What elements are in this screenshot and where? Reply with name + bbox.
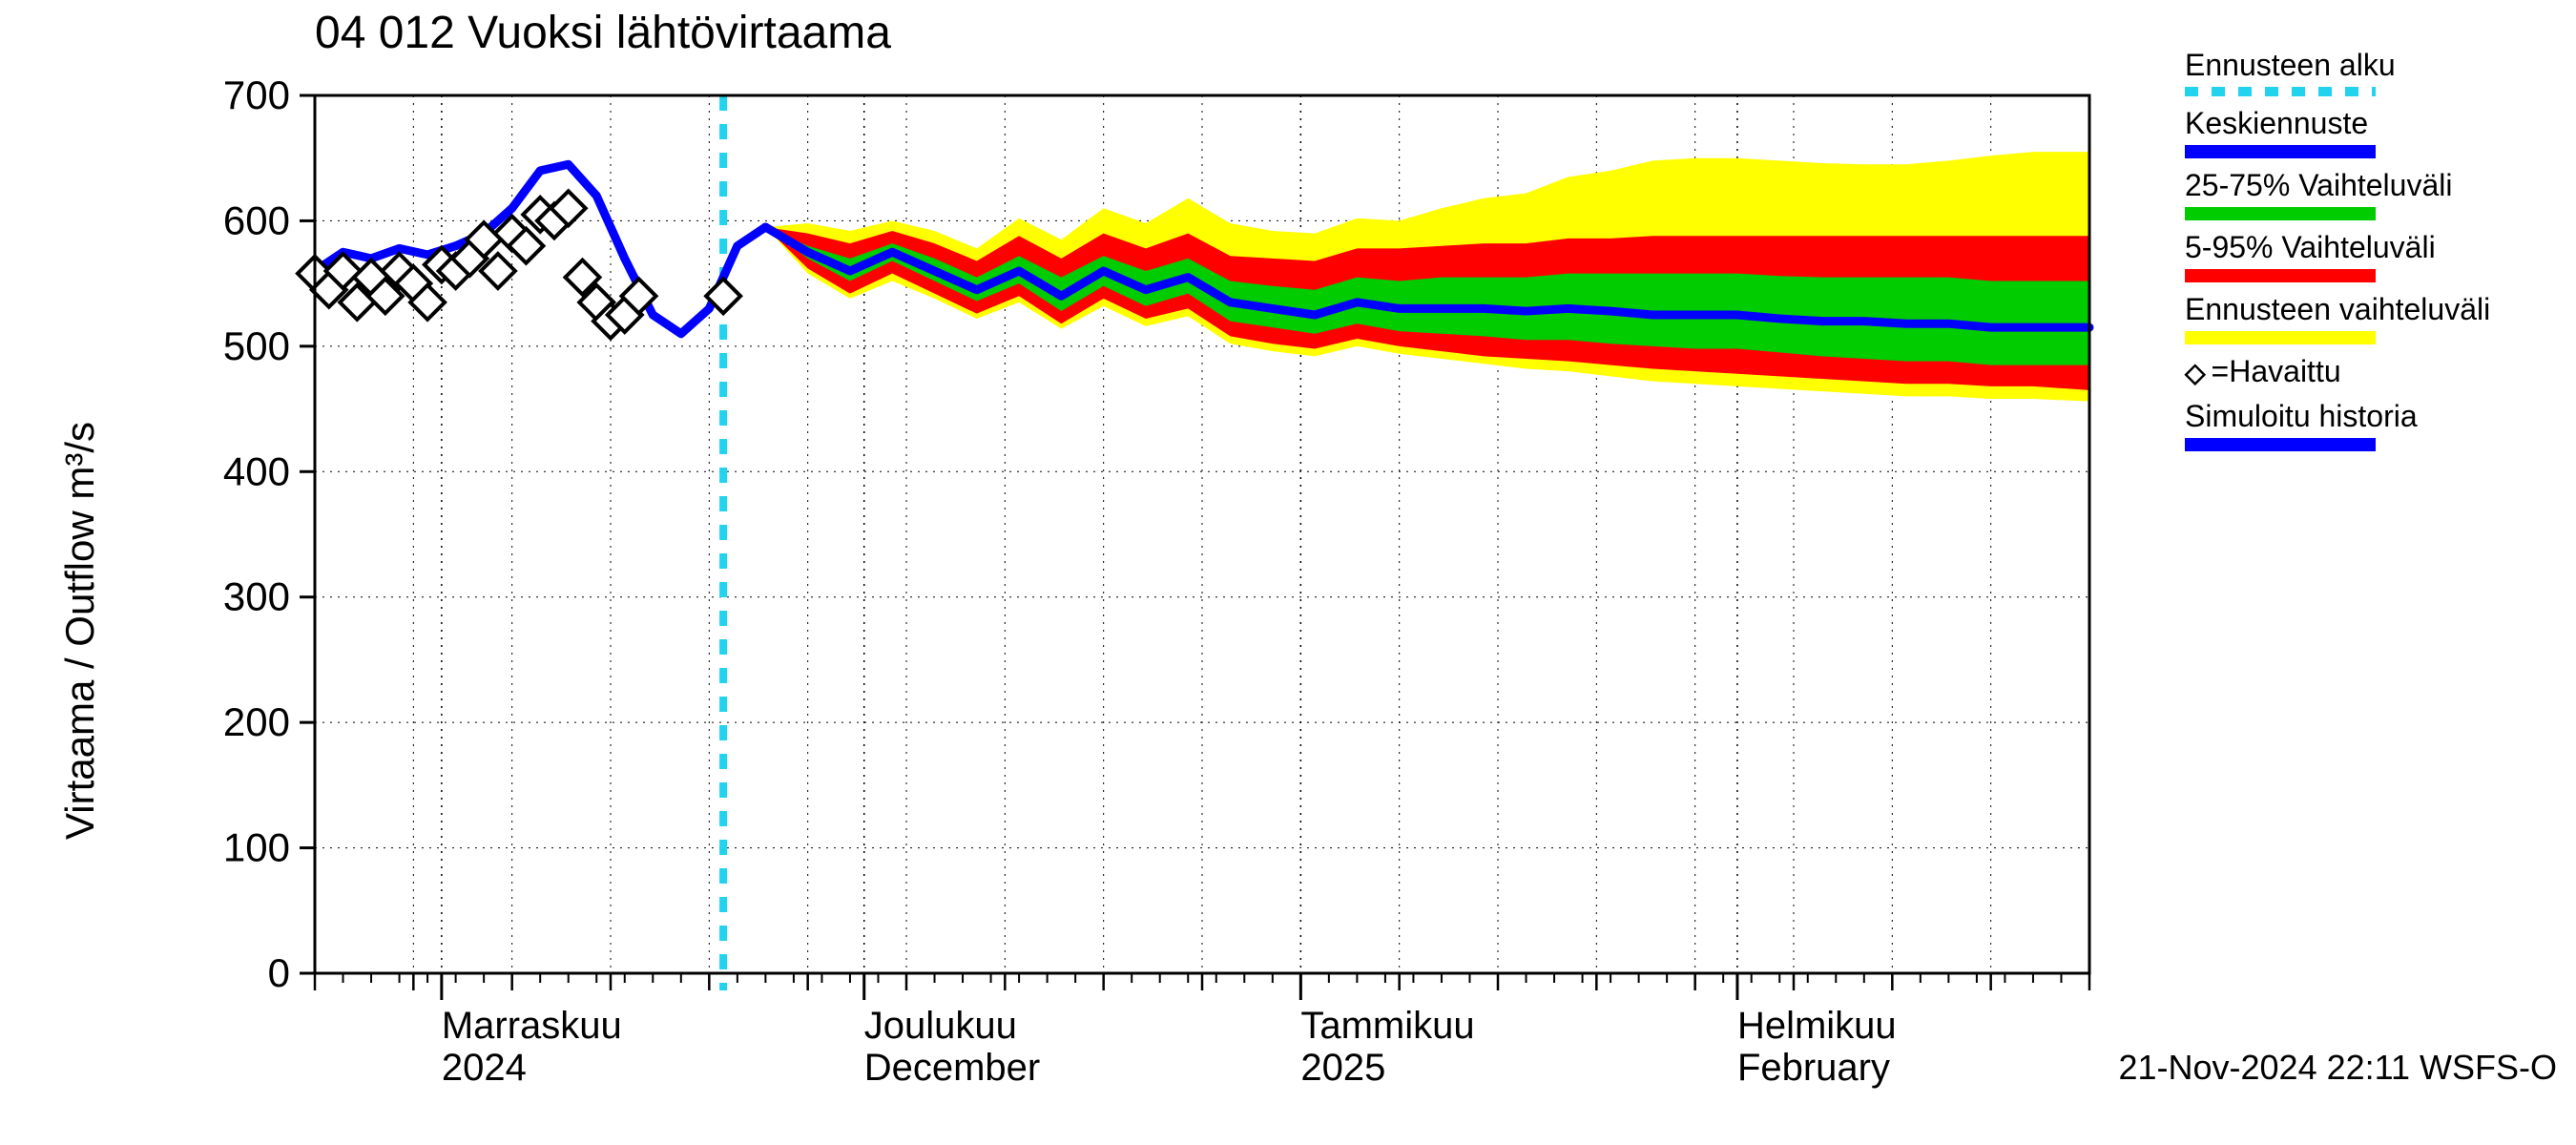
svg-text:2025: 2025: [1300, 1047, 1385, 1089]
svg-text:2024: 2024: [442, 1047, 527, 1089]
legend-label: 25-75% Vaihteluväli: [2185, 168, 2566, 203]
legend-swatch: [2185, 269, 2376, 282]
legend-item: 25-75% Vaihteluväli: [2185, 168, 2566, 220]
svg-text:400: 400: [223, 448, 290, 493]
svg-text:300: 300: [223, 574, 290, 619]
svg-text:December: December: [864, 1047, 1041, 1089]
legend: Ennusteen alku Keskiennuste 25-75% Vaihtel…: [2185, 48, 2566, 461]
legend-label: Ennusteen vaihteluväli: [2185, 292, 2566, 327]
legend-item: Simuloitu historia: [2185, 399, 2566, 451]
legend-swatch: [2185, 145, 2376, 158]
svg-text:Tammikuu: Tammikuu: [1300, 1005, 1474, 1047]
legend-label: ◇=Havaittu: [2185, 354, 2566, 389]
legend-swatch: [2185, 438, 2376, 451]
legend-label: 5-95% Vaihteluväli: [2185, 230, 2566, 265]
svg-text:600: 600: [223, 198, 290, 242]
footer-timestamp: 21-Nov-2024 22:11 WSFS-O: [2118, 1048, 2557, 1088]
legend-item: Keskiennuste: [2185, 106, 2566, 158]
legend-label: Ennusteen alku: [2185, 48, 2566, 83]
diamond-icon: ◇: [2185, 357, 2206, 388]
legend-swatch: [2185, 331, 2376, 344]
svg-text:Helmikuu: Helmikuu: [1737, 1005, 1897, 1047]
svg-text:700: 700: [223, 73, 290, 117]
svg-text:February: February: [1737, 1047, 1890, 1089]
legend-swatch: [2185, 87, 2376, 96]
svg-text:Marraskuu: Marraskuu: [442, 1005, 622, 1047]
svg-text:500: 500: [223, 323, 290, 368]
chart-container: 04 012 Vuoksi lähtövirtaama Virtaama / O…: [0, 0, 2576, 1145]
svg-text:Joulukuu: Joulukuu: [864, 1005, 1017, 1047]
legend-label: Simuloitu historia: [2185, 399, 2566, 434]
legend-item: 5-95% Vaihteluväli: [2185, 230, 2566, 282]
svg-text:0: 0: [268, 950, 290, 995]
legend-item: ◇=Havaittu: [2185, 354, 2566, 389]
svg-text:100: 100: [223, 825, 290, 870]
legend-item: Ennusteen vaihteluväli: [2185, 292, 2566, 344]
legend-item: Ennusteen alku: [2185, 48, 2566, 96]
svg-text:200: 200: [223, 699, 290, 744]
legend-label: Keskiennuste: [2185, 106, 2566, 141]
legend-swatch: [2185, 207, 2376, 220]
